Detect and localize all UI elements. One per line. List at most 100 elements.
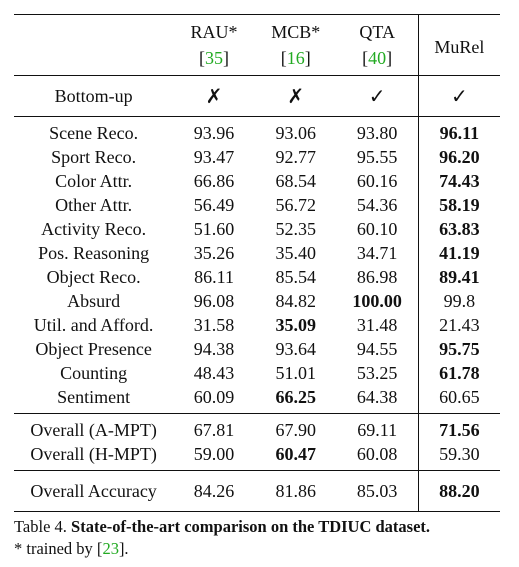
citation-link[interactable]: 35 [205,48,224,68]
row-label: Sentiment [57,387,131,407]
citation-link[interactable]: 16 [286,48,305,68]
row-label: Overall Accuracy [14,470,174,512]
check-mark-icon: ✓ [417,75,500,117]
overall-row: Overall (A-MPT) 67.81 67.90 69.11 71.56 [14,413,500,442]
row-label: Scene Reco. [14,116,174,145]
cell-value: 66.25 [275,387,316,407]
cell-value: 85.54 [275,267,316,287]
cell-value: 84.82 [275,291,316,311]
cell-value: 31.58 [193,315,235,335]
cell-value: 94.55 [356,339,398,359]
cell-value: 31.48 [356,315,398,335]
cell-value: 95.75 [417,337,500,361]
cell-value: 41.19 [417,241,500,265]
col-cite-mcb: [16] [280,48,311,68]
cell-value: 51.60 [193,219,235,239]
cell-value: 59.00 [193,444,235,464]
cell-value: 85.03 [336,470,419,512]
row-label: Util. and Afford. [33,315,154,335]
cell-value: 67.90 [254,413,337,442]
caption-title: State-of-the-art comparison on the TDIUC… [71,517,431,536]
cell-value: 48.43 [193,363,235,383]
header-row-cites: [35] [16] [40] [14,45,500,76]
row-label: Pos. Reasoning [38,243,150,263]
citation-link[interactable]: 40 [368,48,387,68]
cell-value: 96.08 [193,291,235,311]
cell-value: 59.30 [417,442,500,471]
cell-value: 93.96 [173,116,255,145]
row-label: Other Attr. [55,195,133,215]
row-label: Activity Reco. [41,219,147,239]
accuracy-row: Overall Accuracy 84.26 81.86 85.03 88.20 [14,470,500,512]
cell-value: 63.83 [417,217,500,241]
citation-link[interactable]: 23 [102,539,119,558]
cell-value: 99.8 [417,289,500,313]
row-label: Absurd [67,291,121,311]
cell-value: 56.49 [193,195,235,215]
row-label: Overall (H-MPT) [30,444,157,464]
caption-note: * trained by [ [14,539,103,558]
cell-value: 34.71 [356,243,398,263]
cell-value: 64.38 [356,387,398,407]
table-row: Other Attr. 56.49 56.72 54.36 58.19 [14,193,500,217]
cell-value: 94.38 [193,339,235,359]
table-row: Scene Reco. 93.96 93.06 93.80 96.11 [14,116,500,145]
table-row: Activity Reco. 51.60 52.35 60.10 63.83 [14,217,500,241]
cell-value: 66.86 [193,171,235,191]
cell-value: 60.08 [356,444,398,464]
col-cite-rau: [35] [199,48,230,68]
caption-line-1: Table 4. State-of-the-art comparison on … [14,516,504,538]
table-row: Absurd 96.08 84.82 100.00 99.8 [14,289,500,313]
cell-value: 89.41 [417,265,500,289]
row-label: Object Presence [35,339,152,359]
bottom-up-row: Bottom-up ✗ ✗ ✓ ✓ [14,75,500,117]
cell-value: 53.25 [356,363,398,383]
cell-value: 54.36 [356,195,398,215]
table-row: Object Presence 94.38 93.64 94.55 95.75 [14,337,500,361]
cell-value: 60.10 [356,219,398,239]
cell-value: 86.98 [356,267,398,287]
table-row: Sport Reco. 93.47 92.77 95.55 96.20 [14,145,500,169]
results-table: RAU* MCB* QTA MuRel [35] [16] [40] Botto… [14,14,500,512]
caption-note-end: ]. [118,539,129,558]
col-header-qta: QTA [336,14,419,45]
row-label: Sport Reco. [51,147,137,167]
table-caption: Table 4. State-of-the-art comparison on … [14,516,504,560]
col-cite-qta: [40] [362,48,393,68]
row-label: Overall (A-MPT) [14,413,174,442]
row-label: Bottom-up [14,75,174,117]
cell-value: 35.26 [193,243,235,263]
row-label: Counting [60,363,128,383]
header-empty-cell [14,14,174,45]
table-row: Object Reco. 86.11 85.54 86.98 89.41 [14,265,500,289]
cell-value: 56.72 [275,195,316,215]
table-row: Pos. Reasoning 35.26 35.40 34.71 41.19 [14,241,500,265]
table-row: Color Attr. 66.86 68.54 60.16 74.43 [14,169,500,193]
cell-value: 93.06 [254,116,337,145]
cell-value: 21.43 [417,313,500,337]
cell-value: 52.35 [275,219,316,239]
cell-value: 71.56 [417,413,500,442]
caption-line-2: * trained by [23]. [14,538,504,560]
cell-value: 69.11 [336,413,419,442]
cell-value: 81.86 [254,470,337,512]
cell-value: 58.19 [417,193,500,217]
cell-value: 96.11 [417,116,500,145]
cross-mark-icon: ✗ [173,75,255,117]
cell-value: 93.64 [275,339,316,359]
cell-value: 60.47 [275,444,316,464]
overall-row: Overall (H-MPT) 59.00 60.47 60.08 59.30 [14,442,500,471]
cell-value: 95.55 [356,147,398,167]
cell-value: 93.80 [336,116,419,145]
cell-value: 67.81 [173,413,255,442]
cell-value: 100.00 [352,291,402,311]
cell-value: 92.77 [275,147,316,167]
cell-value: 61.78 [417,361,500,385]
col-header-murel: MuRel [417,14,500,76]
cell-value: 68.54 [275,171,316,191]
cell-value: 35.40 [275,243,316,263]
cell-value: 60.65 [417,385,500,414]
cell-value: 35.09 [275,315,316,335]
cell-value: 86.11 [194,267,234,287]
